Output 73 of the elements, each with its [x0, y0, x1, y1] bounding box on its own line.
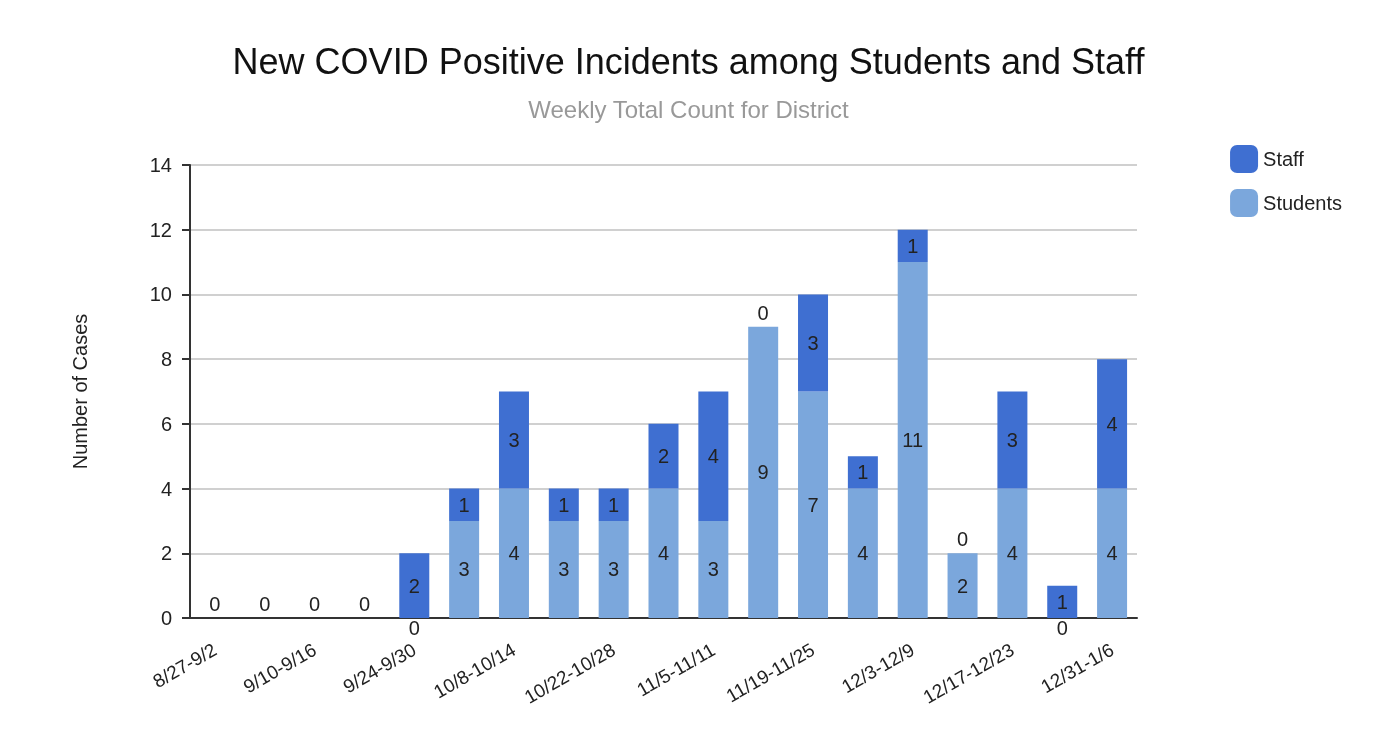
- data-label: 3: [608, 558, 620, 581]
- data-label: 0: [408, 617, 420, 639]
- data-label: 1: [1056, 590, 1068, 613]
- bar: [449, 488, 480, 521]
- data-label: 2: [408, 574, 420, 597]
- y-tick-label: 12: [149, 218, 172, 241]
- bar: [548, 520, 579, 618]
- bar: [698, 520, 729, 618]
- data-label: 3: [707, 558, 719, 581]
- bar: [1097, 488, 1128, 618]
- y-tick-label: 14: [149, 154, 172, 176]
- y-tick-label: 0: [160, 607, 172, 629]
- bar: [1047, 585, 1078, 618]
- bar: [648, 423, 679, 489]
- data-label: 3: [458, 558, 470, 581]
- data-label: 1: [857, 461, 869, 484]
- bar: [1097, 359, 1128, 489]
- data-label: 0: [309, 593, 321, 615]
- bar: [798, 391, 829, 618]
- bar: [698, 391, 729, 521]
- y-tick-label: 10: [149, 283, 172, 306]
- data-label: 4: [1006, 542, 1018, 565]
- data-label: 1: [907, 234, 919, 257]
- bar: [548, 488, 579, 521]
- data-label: 3: [508, 429, 520, 452]
- y-tick-label: 4: [160, 477, 172, 500]
- bar: [399, 553, 430, 618]
- bar: [997, 391, 1028, 489]
- data-label: 7: [807, 493, 819, 516]
- data-label: 0: [956, 528, 969, 551]
- bar: [997, 488, 1028, 618]
- data-label: 4: [508, 542, 520, 565]
- data-label: 2: [657, 445, 670, 468]
- y-tick-label: 6: [160, 412, 172, 435]
- data-label: 1: [608, 493, 620, 516]
- bar: [947, 553, 978, 618]
- bar: [449, 520, 480, 618]
- data-label: 4: [1106, 412, 1118, 435]
- data-label: 1: [558, 493, 570, 516]
- data-label: 1: [458, 493, 470, 516]
- bar: [498, 488, 529, 618]
- data-label: 4: [657, 542, 670, 565]
- data-label: 0: [259, 593, 271, 615]
- data-label: 0: [1056, 617, 1068, 639]
- bar: [598, 520, 629, 618]
- data-label: 9: [757, 461, 769, 484]
- data-label: 3: [558, 558, 570, 581]
- data-label: 4: [1106, 542, 1118, 565]
- data-label: 3: [807, 331, 819, 354]
- y-tick-label: 2: [160, 542, 172, 565]
- data-label: 4: [707, 445, 719, 468]
- data-label: 3: [1006, 429, 1018, 452]
- bar: [798, 294, 829, 392]
- data-label: 4: [857, 542, 869, 565]
- data-label: 2: [956, 574, 969, 597]
- data-label: 0: [757, 301, 769, 324]
- bar: [748, 326, 779, 618]
- y-axis-title: Number of Cases: [69, 313, 91, 470]
- data-label: 0: [358, 593, 371, 615]
- bar: [648, 488, 679, 618]
- bar: [897, 229, 928, 263]
- legend-label: Staff: [1263, 148, 1305, 170]
- chart-subtitle: Weekly Total Count for District: [528, 95, 850, 123]
- chart-title: New COVID Positive Incidents among Students and Staff: [232, 40, 1146, 82]
- bar: [498, 391, 529, 489]
- bar: [598, 488, 629, 521]
- y-tick-label: 8: [160, 348, 172, 371]
- data-label: 11: [902, 429, 924, 452]
- bar: [847, 488, 878, 618]
- data-label: 0: [209, 593, 221, 615]
- bar: [897, 262, 928, 618]
- legend-label: Students: [1263, 192, 1343, 214]
- bar: [847, 456, 878, 489]
